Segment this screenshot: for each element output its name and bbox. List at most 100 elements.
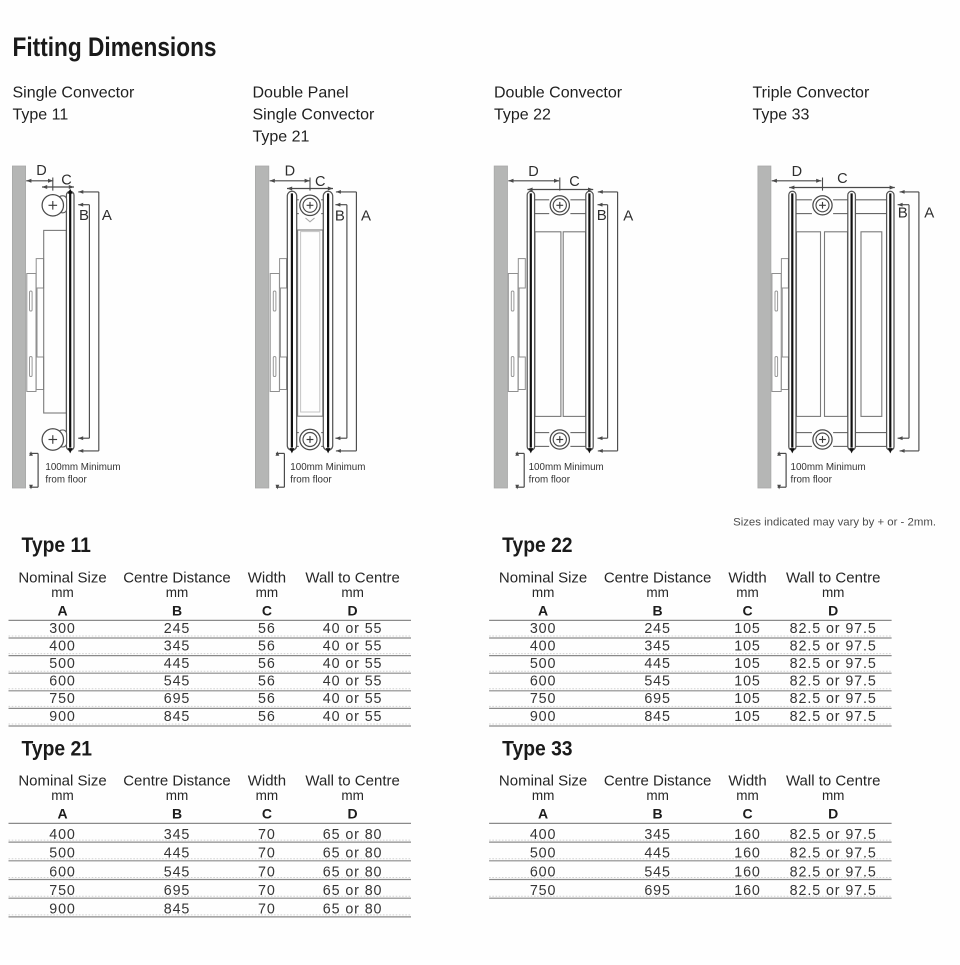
svg-text:500: 500	[530, 656, 557, 672]
svg-text:mm: mm	[532, 585, 555, 600]
svg-text:D: D	[348, 603, 358, 619]
svg-text:105: 105	[734, 674, 761, 690]
svg-text:82.5 or 97.5: 82.5 or 97.5	[790, 656, 877, 672]
svg-text:500: 500	[49, 656, 76, 672]
svg-text:mm: mm	[166, 585, 189, 600]
svg-text:D: D	[828, 603, 838, 619]
svg-text:82.5 or 97.5: 82.5 or 97.5	[790, 883, 877, 899]
svg-text:mm: mm	[822, 788, 845, 803]
svg-text:Triple Convector: Triple Convector	[753, 85, 870, 102]
svg-text:mm: mm	[341, 585, 364, 600]
svg-text:750: 750	[49, 883, 76, 899]
svg-text:mm: mm	[646, 788, 669, 803]
svg-text:400: 400	[49, 638, 76, 654]
svg-text:A: A	[538, 806, 548, 822]
svg-text:Centre Distance: Centre Distance	[123, 772, 231, 789]
svg-text:Double Convector: Double Convector	[494, 85, 623, 102]
svg-text:300: 300	[530, 621, 557, 637]
svg-text:B: B	[172, 603, 182, 619]
svg-text:445: 445	[644, 846, 671, 862]
svg-text:mm: mm	[51, 788, 74, 803]
svg-text:A: A	[57, 603, 67, 619]
svg-text:100mm Minimum: 100mm Minimum	[290, 462, 365, 473]
svg-text:56: 56	[258, 674, 276, 690]
svg-text:845: 845	[164, 709, 191, 725]
svg-text:Single Convector: Single Convector	[13, 85, 136, 102]
svg-text:56: 56	[258, 691, 276, 707]
svg-text:B: B	[898, 205, 908, 222]
svg-text:mm: mm	[532, 788, 555, 803]
svg-text:A: A	[102, 207, 112, 224]
svg-text:C: C	[837, 171, 847, 187]
svg-text:400: 400	[49, 827, 76, 843]
svg-text:Nominal Size: Nominal Size	[18, 569, 106, 586]
svg-text:C: C	[569, 174, 579, 190]
svg-text:56: 56	[258, 656, 276, 672]
svg-text:D: D	[528, 164, 538, 180]
svg-text:445: 445	[164, 656, 191, 672]
svg-text:695: 695	[164, 883, 191, 899]
svg-text:Width: Width	[728, 772, 766, 789]
svg-text:400: 400	[530, 827, 557, 843]
svg-text:82.5 or 97.5: 82.5 or 97.5	[790, 621, 877, 637]
svg-text:mm: mm	[736, 788, 759, 803]
svg-text:750: 750	[530, 883, 557, 899]
svg-text:mm: mm	[166, 788, 189, 803]
svg-text:105: 105	[734, 621, 761, 637]
svg-text:160: 160	[734, 864, 761, 880]
svg-text:40 or 55: 40 or 55	[323, 638, 383, 654]
svg-text:445: 445	[164, 846, 191, 862]
svg-text:82.5 or 97.5: 82.5 or 97.5	[790, 709, 877, 725]
svg-text:750: 750	[49, 691, 76, 707]
svg-text:Width: Width	[728, 569, 766, 586]
svg-text:D: D	[828, 806, 838, 822]
svg-text:545: 545	[644, 674, 671, 690]
svg-text:160: 160	[734, 883, 761, 899]
svg-text:65 or 80: 65 or 80	[323, 883, 383, 899]
svg-text:Single Convector: Single Convector	[253, 107, 376, 124]
svg-text:A: A	[623, 207, 633, 224]
svg-text:345: 345	[644, 638, 671, 654]
svg-text:mm: mm	[256, 788, 279, 803]
svg-text:100mm Minimum: 100mm Minimum	[791, 462, 866, 473]
svg-text:C: C	[315, 174, 325, 190]
svg-text:56: 56	[258, 709, 276, 725]
svg-text:40 or 55: 40 or 55	[323, 656, 383, 672]
svg-text:105: 105	[734, 638, 761, 654]
svg-text:345: 345	[644, 827, 671, 843]
svg-text:B: B	[653, 806, 663, 822]
svg-text:65 or 80: 65 or 80	[323, 827, 383, 843]
svg-text:600: 600	[530, 674, 557, 690]
svg-text:mm: mm	[822, 585, 845, 600]
svg-text:Type 33: Type 33	[753, 107, 810, 124]
svg-text:300: 300	[49, 621, 76, 637]
svg-text:345: 345	[164, 827, 191, 843]
svg-text:70: 70	[258, 902, 276, 918]
svg-text:A: A	[924, 205, 934, 222]
svg-text:C: C	[61, 173, 71, 189]
svg-text:160: 160	[734, 846, 761, 862]
svg-text:mm: mm	[341, 788, 364, 803]
svg-text:Nominal Size: Nominal Size	[499, 569, 587, 586]
svg-text:Width: Width	[248, 569, 286, 586]
svg-text:845: 845	[644, 709, 671, 725]
svg-text:C: C	[262, 603, 272, 619]
svg-text:B: B	[653, 603, 663, 619]
svg-text:from floor: from floor	[791, 474, 833, 485]
svg-text:C: C	[742, 603, 752, 619]
svg-text:82.5 or 97.5: 82.5 or 97.5	[790, 846, 877, 862]
svg-text:105: 105	[734, 656, 761, 672]
svg-text:D: D	[348, 806, 358, 822]
svg-text:Type 22: Type 22	[502, 534, 572, 557]
svg-text:82.5 or 97.5: 82.5 or 97.5	[790, 638, 877, 654]
svg-text:245: 245	[644, 621, 671, 637]
svg-text:70: 70	[258, 827, 276, 843]
svg-text:Type 21: Type 21	[22, 738, 92, 761]
svg-text:100mm Minimum: 100mm Minimum	[45, 462, 120, 473]
svg-text:C: C	[742, 806, 752, 822]
svg-text:900: 900	[49, 709, 76, 725]
svg-text:Nominal Size: Nominal Size	[499, 772, 587, 789]
svg-text:Type 11: Type 11	[22, 534, 91, 557]
svg-text:40 or 55: 40 or 55	[323, 709, 383, 725]
svg-text:695: 695	[644, 691, 671, 707]
